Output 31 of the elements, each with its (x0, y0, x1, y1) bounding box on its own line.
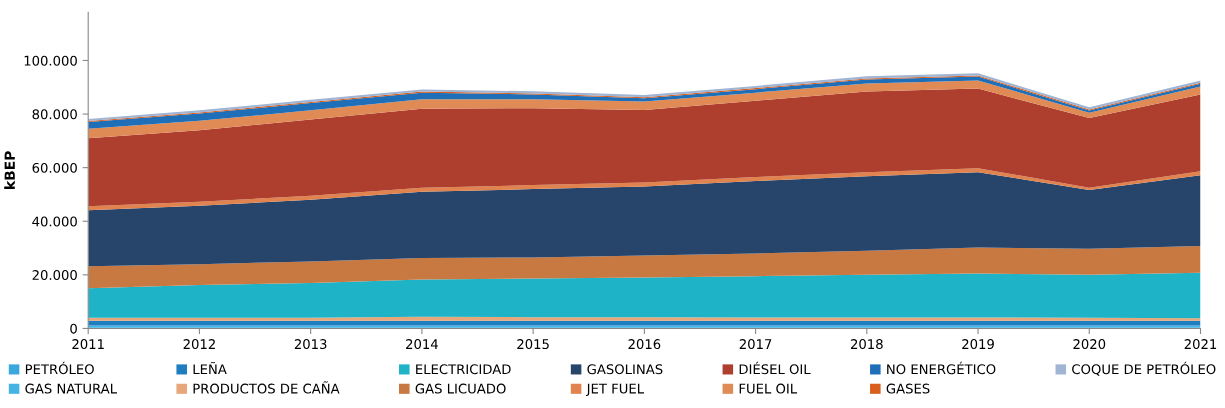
y-tick-label: 40.000 (32, 216, 77, 227)
legend-label: JET FUEL (585, 383, 644, 397)
y-tick-label: 80.000 (32, 109, 77, 120)
legend-label: GASES (886, 383, 930, 394)
x-tick-label: 2018 (850, 339, 883, 350)
x-tick-label: 2017 (739, 339, 772, 350)
x-tick-label: 2012 (183, 339, 215, 350)
legend-label: GAS NATURAL (25, 383, 117, 394)
x-tick-label: 2015 (517, 339, 549, 350)
y-tick-label: 100.000 (24, 55, 77, 66)
legend-label: COQUE DE PETRÓLEO (1072, 361, 1216, 376)
x-tick-label: 2020 (1073, 339, 1106, 350)
y-tick-label: 0 (70, 323, 77, 334)
x-tick-label: 2016 (628, 339, 661, 350)
x-tick-label: 2019 (962, 339, 994, 350)
x-tick-label: 2021 (1184, 339, 1217, 350)
legend-label: GAS LICUADO (415, 383, 506, 394)
legend-label: NO ENERGÉTICO (887, 361, 996, 375)
x-tick-label: 2011 (72, 339, 104, 350)
y-tick-label: 20.000 (32, 270, 77, 281)
legend-label: PETRÓLEO (25, 361, 94, 375)
x-tick-label: 2013 (294, 339, 327, 350)
legend-label: PRODUCTOS DE CAÑA (193, 381, 340, 394)
x-tick-label: 2014 (406, 339, 438, 350)
legend-label: ELECTRICIDAD (416, 364, 511, 375)
y-axis-title: kBEP (4, 151, 15, 189)
legend-label: LEÑA (193, 361, 227, 375)
legend-label: GASOLINAS (587, 364, 663, 375)
legend-label: FUEL OIL (739, 383, 798, 394)
y-tick-label: 60.000 (32, 162, 77, 173)
legend-label: DIÉSEL OIL (739, 361, 811, 375)
